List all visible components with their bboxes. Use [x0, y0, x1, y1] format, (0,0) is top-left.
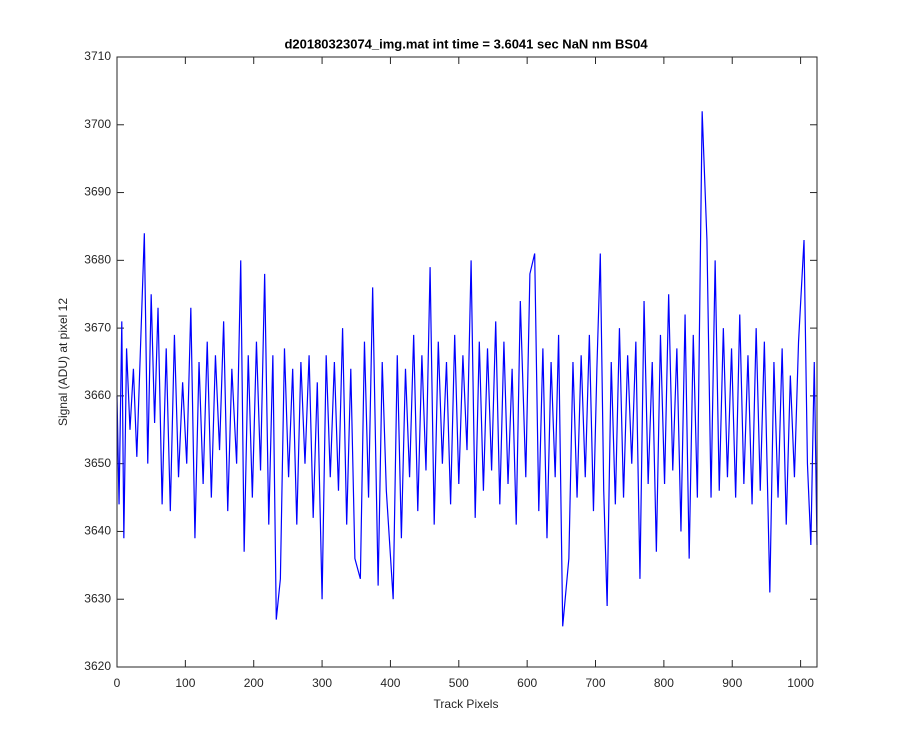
x-tick-label: 100 [175, 676, 195, 690]
y-tick-label: 3670 [84, 320, 111, 334]
y-tick-label: 3630 [84, 591, 111, 605]
y-tick-label: 3700 [84, 117, 111, 131]
x-tick-label: 800 [654, 676, 674, 690]
x-tick-label: 400 [380, 676, 400, 690]
chart-title: d20180323074_img.mat int time = 3.6041 s… [284, 36, 648, 51]
data-line [116, 111, 818, 627]
y-axis-label: Signal (ADU) at pixel 12 [56, 298, 70, 426]
x-tick-label: 500 [449, 676, 469, 690]
x-axis-label: Track Pixels [434, 697, 499, 711]
y-tick-label: 3710 [84, 49, 111, 63]
x-tick-label: 300 [312, 676, 332, 690]
x-tick-label: 700 [586, 676, 606, 690]
y-tick-label: 3620 [84, 659, 111, 673]
x-tick-label: 900 [722, 676, 742, 690]
y-tick-label: 3690 [84, 185, 111, 199]
y-tick-label: 3680 [84, 253, 111, 267]
y-tick-label: 3650 [84, 456, 111, 470]
x-tick-label: 600 [517, 676, 537, 690]
x-tick-label: 200 [244, 676, 264, 690]
x-tick-label: 0 [114, 676, 121, 690]
plot-frame [116, 56, 818, 668]
y-tick-label: 3640 [84, 524, 111, 538]
x-tick-label: 1000 [787, 676, 814, 690]
y-tick-label: 3660 [84, 388, 111, 402]
